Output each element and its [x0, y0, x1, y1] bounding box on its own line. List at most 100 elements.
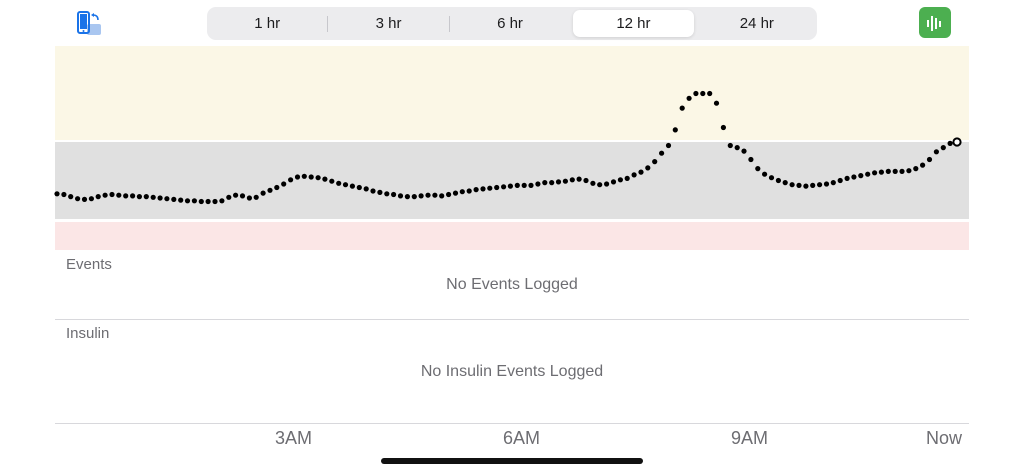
- target-range-zone: [55, 142, 969, 219]
- glucose-point: [281, 181, 287, 187]
- glucose-point: [116, 192, 122, 198]
- time-range-selector: 1 hr 3 hr 6 hr 12 hr 24 hr: [207, 7, 817, 40]
- glucose-point: [75, 196, 81, 202]
- glucose-point: [184, 198, 191, 204]
- glucose-point: [157, 195, 163, 201]
- glucose-point: [397, 193, 404, 199]
- glucose-point: [514, 182, 520, 188]
- glucose-point: [865, 171, 871, 177]
- glucose-point: [597, 182, 603, 188]
- glucose-point: [267, 187, 273, 193]
- x-tick-6am: 6AM: [503, 428, 541, 448]
- range-24hr[interactable]: 24 hr: [739, 15, 774, 32]
- glucose-point: [253, 194, 259, 200]
- glucose-point: [260, 190, 266, 196]
- glucose-point: [858, 173, 864, 179]
- glucose-point: [638, 169, 644, 175]
- glucose-point: [645, 165, 651, 171]
- glucose-point: [171, 196, 177, 202]
- x-tick-9am: 9AM: [731, 428, 769, 448]
- glucose-point: [150, 194, 156, 200]
- glucose-point: [246, 195, 252, 201]
- glucose-point: [521, 182, 527, 188]
- x-axis-line: [55, 423, 969, 424]
- glucose-point: [734, 145, 740, 151]
- glucose-point: [803, 183, 809, 189]
- glucose-point: [191, 198, 197, 204]
- glucose-point: [851, 174, 857, 180]
- glucose-point: [899, 168, 905, 174]
- low-range-zone: [55, 222, 969, 250]
- glucose-point: [136, 194, 142, 200]
- glucose-point: [604, 181, 610, 187]
- glucose-point: [473, 187, 479, 193]
- glucose-point: [233, 192, 239, 198]
- glucose-point: [892, 168, 898, 174]
- glucose-point: [590, 180, 596, 186]
- range-1hr[interactable]: 1 hr: [254, 15, 281, 32]
- glucose-point: [226, 194, 232, 200]
- glucose-point: [810, 182, 816, 188]
- glucose-point: [288, 177, 294, 183]
- glucose-point: [823, 181, 830, 187]
- glucose-point: [384, 191, 390, 197]
- glucose-point: [294, 174, 301, 180]
- glucose-point: [933, 149, 940, 155]
- glucose-point: [404, 194, 410, 200]
- glucose-point: [528, 182, 534, 188]
- glucose-point: [315, 175, 321, 181]
- glucose-point: [480, 186, 486, 192]
- glucose-point: [501, 184, 507, 190]
- range-6hr[interactable]: 6 hr: [497, 15, 523, 32]
- glucose-point: [535, 181, 541, 187]
- glucose-point: [727, 142, 733, 149]
- glucose-point: [748, 156, 754, 163]
- current-reading-point: [952, 137, 962, 147]
- glucose-point: [713, 100, 720, 106]
- glucose-point: [789, 182, 795, 188]
- glucose-point: [102, 192, 108, 198]
- glucose-point: [926, 156, 933, 163]
- glucose-point: [219, 198, 225, 204]
- glucose-point: [817, 182, 823, 188]
- glucose-point: [610, 179, 617, 185]
- range-3hr[interactable]: 3 hr: [375, 15, 402, 32]
- glucose-point: [837, 177, 843, 184]
- glucose-point: [418, 193, 424, 199]
- insulin-section-label: Insulin: [66, 325, 110, 342]
- glucose-point: [631, 172, 637, 178]
- glucose-point: [308, 174, 314, 180]
- glucose-point: [686, 95, 692, 101]
- range-12hr[interactable]: 12 hr: [573, 10, 694, 37]
- glucose-point: [274, 184, 280, 191]
- stats-button[interactable]: [919, 7, 951, 38]
- glucose-point: [61, 191, 67, 198]
- glucose-point: [123, 193, 129, 199]
- glucose-point: [576, 176, 582, 182]
- glucose-point: [555, 179, 562, 185]
- x-tick-3am: 3AM: [275, 428, 313, 448]
- glucose-point: [885, 168, 891, 174]
- glucose-point: [755, 166, 761, 172]
- glucose-point: [466, 188, 472, 194]
- glucose-point: [370, 188, 376, 194]
- phone-sync-icon[interactable]: [76, 11, 104, 37]
- glucose-point: [762, 171, 768, 177]
- glucose-point: [336, 180, 342, 186]
- glucose-point: [494, 184, 500, 191]
- glucose-point: [178, 197, 184, 203]
- glucose-point: [109, 191, 115, 198]
- glucose-point: [562, 178, 569, 184]
- segment-divider: [448, 15, 450, 32]
- glucose-point: [198, 198, 204, 205]
- glucose-point: [212, 198, 218, 205]
- segment-divider: [327, 15, 329, 32]
- stats-chart-icon: [927, 15, 941, 31]
- glucose-point: [363, 186, 369, 192]
- glucose-point: [693, 90, 699, 97]
- glucose-point: [143, 194, 149, 200]
- glucose-point: [439, 193, 445, 199]
- glucose-point: [377, 189, 383, 195]
- glucose-point: [665, 142, 672, 149]
